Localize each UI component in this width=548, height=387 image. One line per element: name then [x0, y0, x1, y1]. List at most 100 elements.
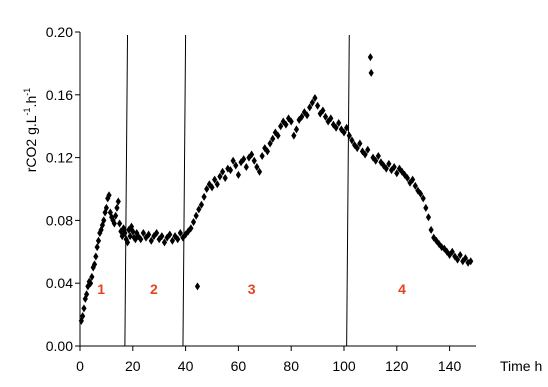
x-tick-label: 100: [332, 358, 356, 374]
data-point: [85, 282, 91, 291]
data-point: [320, 106, 326, 115]
data-point: [89, 272, 95, 281]
data-point: [80, 312, 86, 321]
data-point: [433, 236, 439, 245]
data-point: [412, 181, 418, 190]
data-point: [288, 117, 294, 126]
axes: [79, 32, 476, 347]
x-tick-label: 40: [178, 358, 194, 374]
data-point: [159, 232, 165, 241]
data-point: [447, 250, 453, 259]
data-point: [293, 125, 300, 134]
data-point: [217, 172, 223, 181]
data-point: [344, 123, 350, 132]
data-point: [140, 228, 146, 237]
data-point: [259, 152, 265, 161]
x-axis-label: Time h: [500, 358, 542, 374]
data-point: [399, 167, 405, 176]
data-point: [110, 216, 116, 225]
x-tick-label: 120: [385, 358, 409, 374]
data-point: [428, 225, 434, 234]
data-point: [301, 108, 307, 117]
y-axis-ticks: 0.00 0.04 0.08 0.12 0.16 0.20: [46, 24, 80, 354]
data-point: [84, 290, 90, 299]
data-point: [91, 260, 98, 269]
data-point: [375, 152, 381, 161]
data-point: [148, 236, 154, 245]
data-point: [219, 167, 226, 176]
phase-label: 2: [150, 281, 158, 297]
data-point: [270, 134, 276, 143]
phase-boundary-line: [182, 34, 187, 347]
data-point: [212, 175, 218, 184]
data-point: [394, 169, 400, 178]
data-point: [373, 156, 379, 165]
data-point: [233, 161, 239, 170]
y-tick-label: 0.12: [46, 150, 73, 166]
data-point: [462, 254, 469, 263]
data-point: [241, 155, 247, 164]
data-point: [101, 216, 107, 225]
data-point: [103, 203, 109, 212]
data-point: [336, 119, 342, 128]
data-point: [262, 144, 268, 153]
data-point: [222, 174, 228, 183]
data-point: [107, 208, 113, 217]
data-point: [249, 150, 255, 159]
data-point: [309, 98, 315, 107]
data-point: [81, 304, 87, 313]
data-point: [465, 258, 471, 267]
data-point: [102, 208, 108, 217]
data-point: [354, 144, 360, 153]
phase-label: 4: [398, 281, 406, 297]
data-point: [95, 236, 102, 245]
data-point: [362, 150, 368, 159]
y-axis-label-sup2: -1: [22, 88, 32, 96]
data-point: [410, 175, 416, 184]
y-axis-label-base: rCO2 g.L: [23, 115, 39, 172]
data-points: [78, 53, 474, 325]
x-tick-label: 80: [283, 358, 299, 374]
data-point: [322, 112, 329, 121]
data-point: [127, 232, 133, 241]
data-point: [209, 183, 215, 192]
data-point: [117, 219, 123, 228]
x-tick-label: 140: [438, 358, 462, 374]
data-point: [198, 200, 205, 209]
x-tick-label: 60: [231, 358, 247, 374]
data-point: [391, 163, 397, 172]
data-point: [138, 235, 144, 244]
data-point: [251, 156, 257, 165]
data-point: [194, 282, 201, 291]
data-point: [114, 203, 120, 212]
data-point: [113, 211, 119, 220]
data-point: [402, 170, 408, 179]
data-point: [190, 217, 197, 226]
data-point: [315, 101, 321, 110]
data-point: [357, 139, 363, 148]
data-point: [383, 164, 389, 173]
x-tick-label: 20: [125, 358, 141, 374]
data-point: [299, 112, 305, 121]
data-point: [177, 228, 183, 237]
data-point: [280, 117, 286, 126]
y-tick-label: 0.20: [46, 24, 73, 40]
data-point: [105, 194, 111, 203]
data-point: [124, 238, 131, 247]
data-point: [307, 103, 313, 112]
data-point: [115, 197, 121, 206]
data-point: [201, 192, 207, 201]
data-point: [449, 247, 455, 256]
data-point: [167, 230, 173, 239]
data-point: [106, 191, 112, 200]
data-point: [130, 227, 136, 236]
data-point: [272, 128, 278, 137]
y-axis-label: rCO2 g.L-1.h-1: [22, 88, 39, 173]
y-tick-label: 0.00: [46, 338, 73, 354]
data-point: [468, 257, 474, 266]
data-point: [230, 156, 236, 165]
data-point: [325, 117, 331, 126]
data-point: [283, 120, 289, 129]
y-tick-label: 0.16: [46, 87, 73, 103]
data-point: [333, 123, 339, 132]
